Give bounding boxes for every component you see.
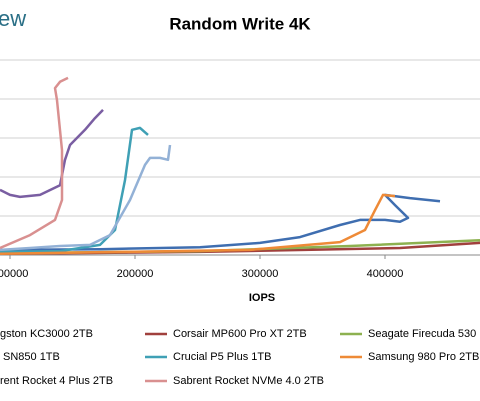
logo-fragment: ew [0, 6, 26, 31]
legend-label: Crucial P5 Plus 1TB [173, 351, 271, 363]
series-line [0, 76, 69, 250]
series-line [0, 109, 104, 199]
legend-label: gston KC3000 2TB [0, 328, 93, 340]
x-tick-label: 400000 [367, 268, 404, 280]
legend-label: SN850 1TB [3, 351, 60, 363]
series-line [0, 144, 172, 252]
chart-title: Random Write 4K [169, 14, 311, 33]
x-tick-label: 200000 [117, 268, 154, 280]
legend-label: Samsung 980 Pro 2TB [368, 351, 479, 363]
x-axis-label: IOPS [249, 292, 275, 304]
legend-label: Sabrent Rocket NVMe 4.0 2TB [173, 375, 324, 387]
x-tick-label: 300000 [242, 268, 279, 280]
series-line [0, 193, 396, 256]
legend-label: rent Rocket 4 Plus 2TB [0, 375, 113, 387]
series-line [0, 193, 441, 252]
legend-label: Seagate Firecuda 530 [368, 328, 476, 340]
legend-label: Corsair MP600 Pro XT 2TB [173, 328, 307, 340]
x-tick-label: 100000 [0, 268, 28, 280]
series-line [0, 126, 149, 254]
